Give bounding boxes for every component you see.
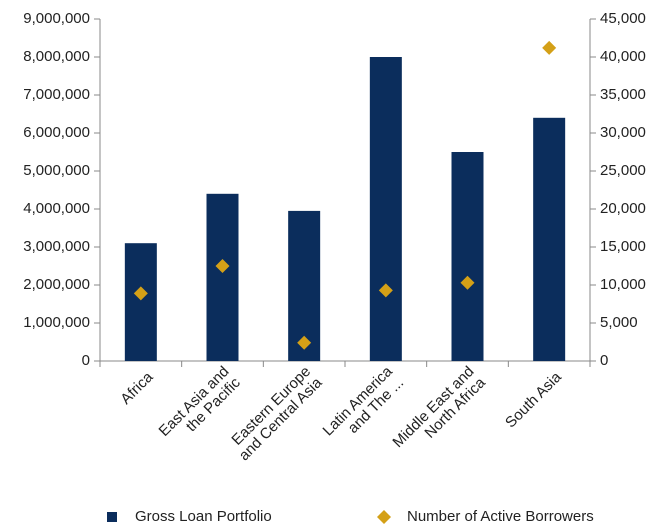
y-tick-label: 7,000,000: [23, 86, 90, 103]
y-tick-label: 3,000,000: [23, 238, 90, 255]
y2-tick-label: 15,000: [600, 238, 646, 255]
diamond-marker: [133, 286, 148, 301]
bar: [206, 193, 239, 361]
legend-swatch: [377, 510, 391, 524]
y2-tick-label: 20,000: [600, 200, 646, 217]
diamond-marker: [378, 283, 393, 298]
y2-tick-label: 25,000: [600, 162, 646, 179]
legend-swatch: [107, 512, 117, 522]
x-tick-label: Africa: [117, 368, 157, 408]
legend-label: Number of Active Borrowers: [407, 508, 594, 525]
y2-tick-label: 40,000: [600, 48, 646, 65]
diamond-marker: [460, 275, 475, 290]
legend-label: Gross Loan Portfolio: [135, 508, 272, 525]
y-tick-label: 2,000,000: [23, 276, 90, 293]
y2-tick-label: 35,000: [600, 86, 646, 103]
y2-tick-label: 45,000: [600, 10, 646, 27]
diamond-marker: [542, 40, 557, 55]
x-tick-label-line: South Asia: [502, 368, 565, 431]
bar: [369, 57, 402, 361]
y2-tick-label: 5,000: [600, 314, 638, 331]
y-tick-label: 5,000,000: [23, 162, 90, 179]
x-tick-label: Middle East andNorth Africa: [389, 363, 489, 463]
y-tick-label: 6,000,000: [23, 124, 90, 141]
x-tick-label-line: Africa: [117, 368, 157, 408]
bar: [124, 243, 157, 361]
x-tick-label: Eastern Europeand Central Asia: [224, 362, 326, 464]
y-tick-label: 1,000,000: [23, 314, 90, 331]
diamond-marker: [215, 259, 230, 273]
y-tick-label: 0: [82, 352, 90, 369]
bar: [533, 117, 566, 361]
bar: [451, 152, 484, 361]
y-tick-label: 4,000,000: [23, 200, 90, 217]
diamond-marker: [297, 335, 312, 350]
y2-tick-label: 30,000: [600, 124, 646, 141]
y2-tick-label: 10,000: [600, 276, 646, 293]
x-tick-label: South Asia: [502, 368, 565, 431]
y-tick-label: 8,000,000: [23, 48, 90, 65]
y2-tick-label: 0: [600, 352, 608, 369]
y-tick-label: 9,000,000: [23, 10, 90, 27]
